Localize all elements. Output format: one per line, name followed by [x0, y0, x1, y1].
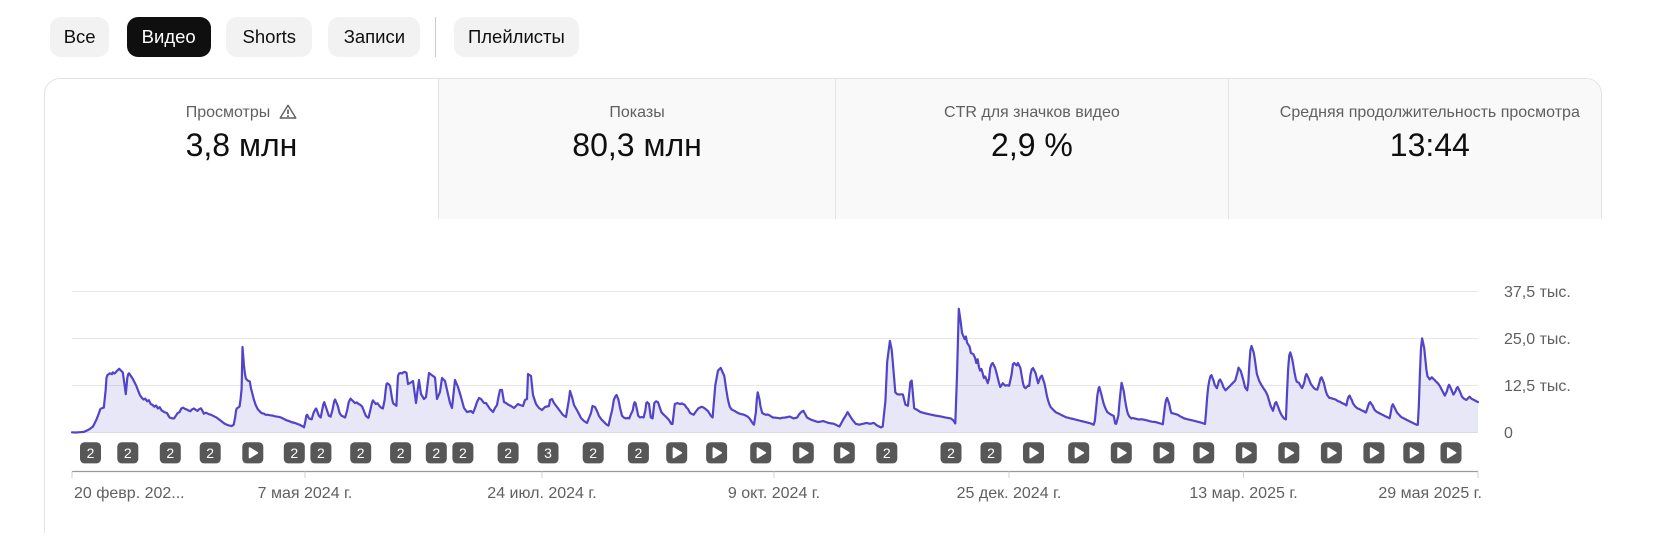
svg-text:2: 2 [124, 445, 132, 461]
svg-text:2: 2 [397, 445, 405, 461]
svg-text:2: 2 [317, 445, 325, 461]
svg-text:2: 2 [947, 445, 955, 461]
svg-text:2: 2 [635, 445, 643, 461]
svg-text:2: 2 [883, 445, 891, 461]
svg-text:2: 2 [290, 445, 298, 461]
svg-text:2: 2 [987, 445, 995, 461]
svg-text:2: 2 [504, 445, 512, 461]
svg-text:2: 2 [432, 445, 440, 461]
svg-text:2: 2 [206, 445, 214, 461]
svg-text:2: 2 [459, 445, 467, 461]
svg-text:3: 3 [544, 445, 552, 461]
svg-text:2: 2 [87, 445, 95, 461]
svg-text:2: 2 [166, 445, 174, 461]
svg-text:2: 2 [589, 445, 597, 461]
svg-text:2: 2 [357, 445, 365, 461]
